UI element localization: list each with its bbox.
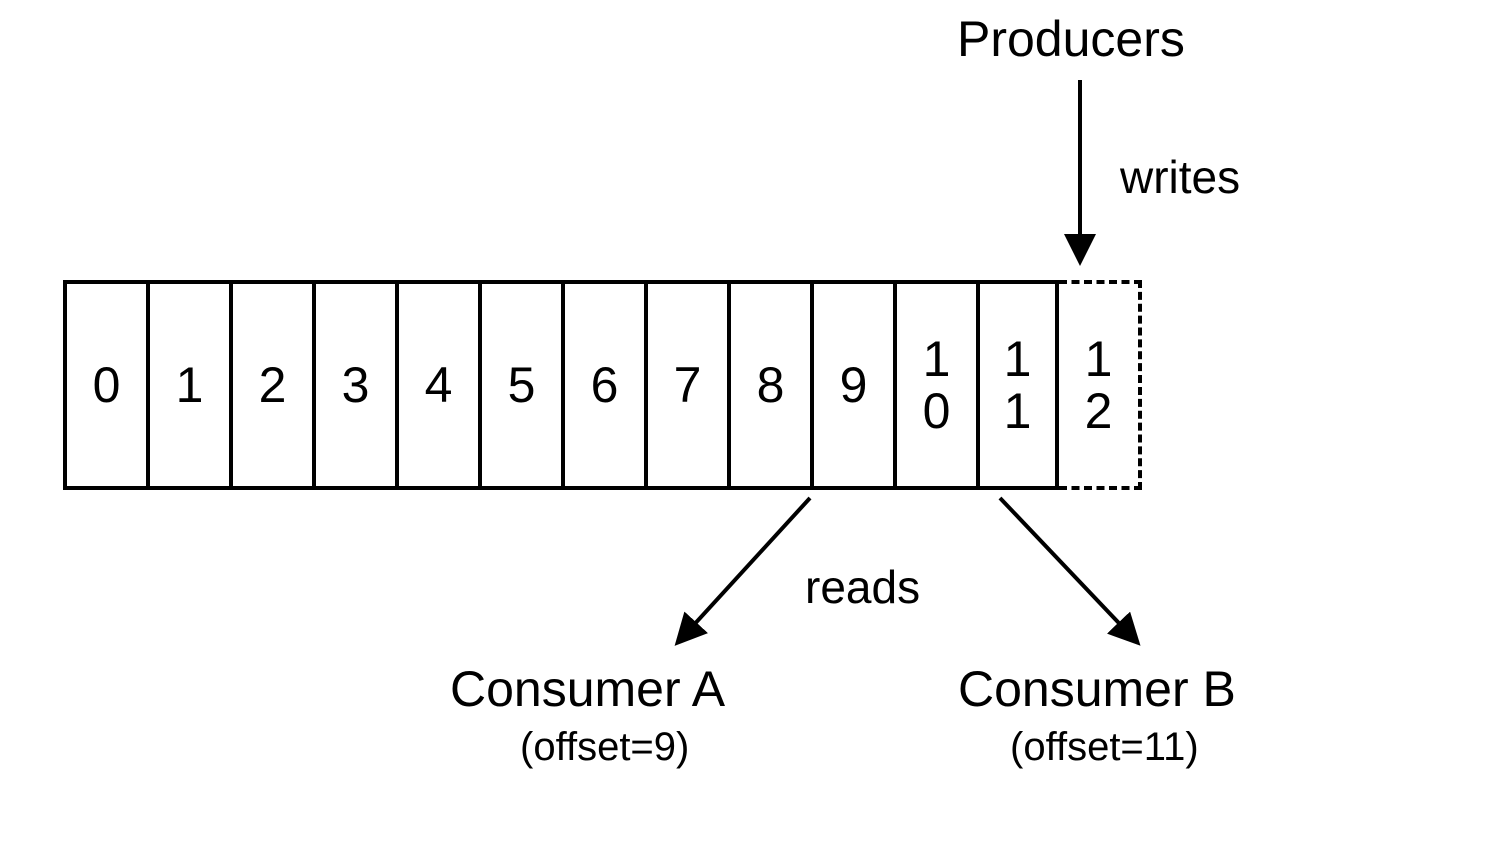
- consumer-a-label: Consumer A: [450, 660, 725, 718]
- cell-10: 1 0: [893, 280, 976, 490]
- cell-1: 1: [146, 280, 229, 490]
- consumer-a-read-arrow: [680, 498, 810, 640]
- cell-4: 4: [395, 280, 478, 490]
- cell-5: 5: [478, 280, 561, 490]
- writes-label: writes: [1120, 150, 1240, 204]
- cell-6: 6: [561, 280, 644, 490]
- reads-label: reads: [805, 560, 920, 614]
- cell-11: 1 1: [976, 280, 1059, 490]
- cell-8: 8: [727, 280, 810, 490]
- cell-12: 1 2: [1059, 280, 1142, 490]
- cell-7: 7: [644, 280, 727, 490]
- consumer-a-offset-label: (offset=9): [520, 725, 689, 770]
- kafka-offsets-diagram: 0 1 2 3 4 5 6 7 8 9 1 0 1 1 1 2 Producer…: [0, 0, 1500, 861]
- cell-2: 2: [229, 280, 312, 490]
- consumer-b-offset-label: (offset=11): [1010, 725, 1199, 770]
- consumer-b-label: Consumer B: [958, 660, 1236, 718]
- consumer-b-read-arrow: [1000, 498, 1135, 640]
- cell-0: 0: [63, 280, 146, 490]
- producers-label: Producers: [957, 10, 1185, 68]
- partition-cells: 0 1 2 3 4 5 6 7 8 9 1 0 1 1 1 2: [63, 280, 1142, 490]
- cell-3: 3: [312, 280, 395, 490]
- cell-9: 9: [810, 280, 893, 490]
